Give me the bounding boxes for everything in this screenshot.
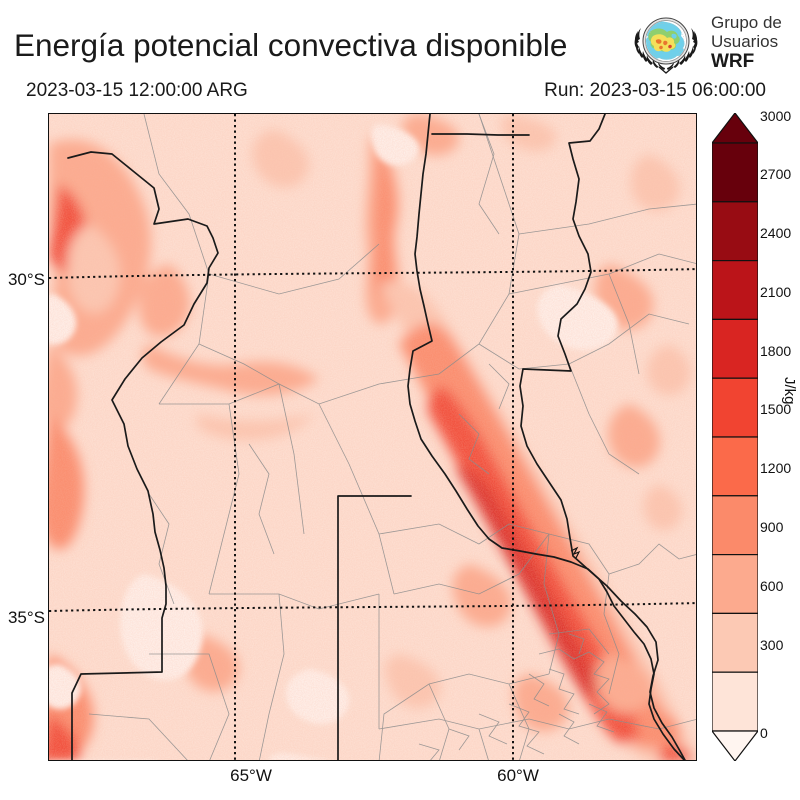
svg-text:Usuarios: Usuarios xyxy=(711,32,778,51)
svg-text:Grupo de: Grupo de xyxy=(711,13,782,32)
svg-text:WRF: WRF xyxy=(711,51,754,72)
